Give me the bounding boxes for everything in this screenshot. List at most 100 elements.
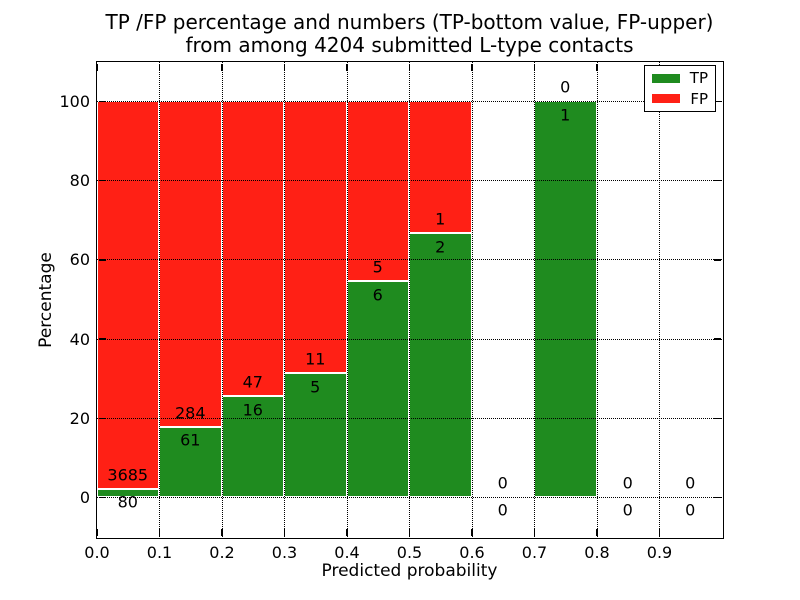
bar-segment-fp (284, 101, 347, 374)
tick-mark (533, 528, 536, 536)
tick-mark (713, 259, 721, 261)
legend-item-tp: TP (652, 69, 708, 87)
legend-swatch-fp (652, 94, 680, 104)
tick-mark (98, 417, 106, 419)
tick-mark (596, 528, 598, 536)
x-tick-label: 0.4 (334, 543, 360, 562)
y-tick-label: 80 (69, 171, 90, 191)
gridline-x (471, 61, 473, 537)
bar-segment-tp (284, 373, 347, 497)
gridline-x (659, 61, 660, 537)
annotation-tp-count: 2 (435, 237, 446, 257)
chart-title-line2: from among 4204 submitted L-type contact… (185, 33, 634, 57)
x-tick-label: 0.5 (396, 543, 423, 562)
x-tick-label: 0.7 (521, 543, 548, 562)
y-tick-label: 20 (69, 408, 90, 428)
bar-segment-fp (221, 101, 284, 397)
tick-mark (408, 63, 411, 71)
annotation-fp-count: 11 (305, 349, 326, 369)
gridline-x (596, 61, 598, 537)
tick-mark (471, 528, 473, 536)
annotation-fp-count: 284 (174, 403, 206, 423)
tick-mark (96, 528, 98, 536)
annotation-tp-count: 5 (310, 377, 321, 397)
annotation-fp-count: 1 (435, 209, 446, 229)
chart-title: TP /FP percentage and numbers (TP-bottom… (10, 11, 800, 57)
gridline-x (534, 61, 535, 537)
y-tick-label: 60 (69, 250, 90, 270)
annotation-tp-count: 16 (242, 400, 263, 420)
tick-mark (98, 496, 106, 498)
x-tick-label: 0.9 (646, 543, 673, 562)
x-tick-label: 0.1 (146, 543, 173, 562)
tick-mark (98, 100, 106, 103)
bar-segment-fp (96, 101, 159, 489)
annotation-tp-count: 6 (372, 285, 383, 304)
annotation-fp-count: 5 (372, 257, 383, 277)
annotation-tp-count: 1 (560, 105, 571, 125)
tick-mark (221, 63, 223, 71)
bar-segment-fp (409, 101, 472, 234)
tick-mark (96, 63, 98, 71)
tick-mark (713, 496, 721, 498)
bar-segment-fp (159, 101, 222, 427)
annotation-tp-count: 0 (622, 500, 633, 520)
chart-title-line1: TP /FP percentage and numbers (TP-bottom… (105, 10, 714, 34)
tick-mark (713, 417, 721, 419)
tick-mark (98, 338, 106, 340)
x-tick-label: 0.0 (84, 543, 110, 562)
annotation-tp-count: 0 (497, 500, 508, 520)
tick-mark (408, 528, 411, 536)
tick-mark (221, 528, 223, 536)
annotation-fp-count: 0 (685, 473, 696, 493)
y-tick-label: 40 (69, 329, 90, 349)
legend-label-fp: FP (690, 89, 708, 108)
y-tick-label: 100 (59, 92, 90, 112)
gridline-x (221, 61, 223, 537)
tick-mark (98, 180, 106, 182)
gridline-x (284, 61, 285, 537)
tick-mark (158, 528, 161, 536)
annotation-fp-count: 0 (497, 473, 508, 493)
legend-swatch-tp (652, 73, 680, 83)
tick-mark (98, 259, 106, 261)
bar-segment-tp (346, 281, 409, 497)
tick-mark (346, 528, 348, 536)
x-tick-label: 0.8 (584, 543, 610, 562)
annotation-fp-count: 0 (560, 77, 571, 97)
x-axis-label: Predicted probability (321, 561, 498, 581)
x-tick-label: 0.3 (271, 543, 298, 562)
tick-mark (533, 63, 536, 71)
legend: TP FP (644, 65, 716, 112)
legend-label-tp: TP (689, 69, 708, 88)
annotation-fp-count: 0 (622, 473, 633, 493)
tick-mark (346, 63, 348, 71)
bar-segment-tp (409, 233, 472, 497)
tick-mark (471, 63, 473, 71)
gridline-x (346, 61, 348, 537)
plot-area: 3685 80 284 61 47 16 11 5 5 6 1 2 0 0 0 1 0 0 0 0 (95, 60, 724, 539)
bar-segment-tp (96, 488, 159, 497)
annotation-tp-count: 0 (685, 500, 696, 520)
y-tick-label: 0 (79, 487, 90, 507)
bar-segment-tp (534, 101, 597, 497)
annotation-tp-count: 80 (117, 492, 138, 512)
gridline-x (409, 61, 410, 537)
tick-mark (713, 338, 721, 340)
annotation-fp-count: 3685 (107, 465, 149, 484)
bar-segment-fp (346, 101, 409, 281)
tick-mark (713, 100, 721, 103)
gridline-x (159, 61, 160, 537)
annotation-tp-count: 61 (180, 430, 201, 450)
x-tick-label: 0.2 (209, 543, 235, 562)
tick-mark (658, 528, 661, 536)
tick-mark (158, 63, 161, 71)
tick-mark (596, 63, 598, 71)
tick-mark (283, 63, 286, 71)
legend-item-fp: FP (652, 90, 708, 108)
annotation-fp-count: 47 (242, 372, 263, 392)
x-tick-label: 0.6 (459, 543, 485, 562)
bar-segment-tp (159, 426, 222, 497)
tick-mark (283, 528, 286, 536)
